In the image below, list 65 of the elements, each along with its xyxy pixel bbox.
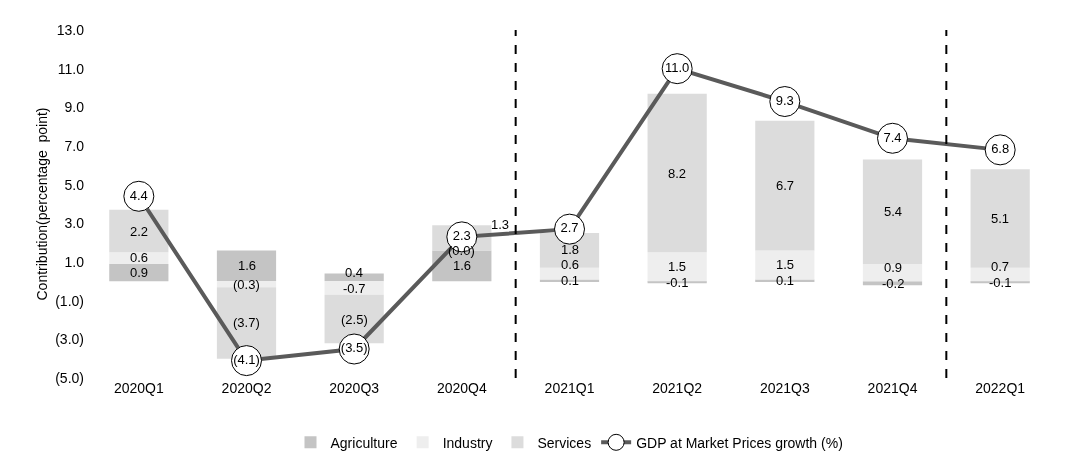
data-label: 2.7 [560,220,579,236]
y-tick-label: 7.0 [64,137,85,154]
data-label: 7.4 [883,129,902,145]
data-label: 6.7 [776,178,795,193]
x-tick-label: 2020Q3 [329,380,380,396]
x-tick-label: 2021Q3 [759,380,810,396]
data-label: 11.0 [665,59,690,75]
data-label: 1.3 [491,217,510,232]
data-label: -0.7 [343,281,366,296]
data-label: 1.8 [561,242,580,257]
y-axis-title: Contribution(percentage point) [34,107,50,301]
data-label: 2.3 [452,228,471,244]
data-label: 0.6 [561,257,580,272]
bar [109,252,169,264]
data-label: 2.2 [130,224,149,239]
y-tick-label: 5.0 [64,176,85,193]
x-tick-label: 2021Q2 [652,380,703,396]
y-tick-label: 9.0 [64,99,85,116]
data-label: -0.2 [882,276,905,291]
data-label: (4.1) [233,351,260,367]
data-label: (3.7) [233,315,260,330]
y-tick-label: 13.0 [56,21,85,38]
x-tick-label: 2020Q4 [436,380,487,396]
data-label: 5.1 [991,211,1010,226]
data-label: (3.5) [340,340,368,356]
legend-label: Services [537,434,592,451]
bar [755,120,815,251]
y-tick-label: (3.0) [55,331,84,348]
data-label: 0.9 [884,260,903,275]
data-label: 0.9 [130,265,149,280]
legend-label: Industry [442,434,493,451]
bar [216,250,277,282]
legend-label: Agriculture [330,434,398,451]
data-label: 0.7 [991,259,1010,274]
legend-label: GDP at Market Prices growth (%) [636,434,843,451]
x-tick-label: 2022Q1 [975,380,1026,396]
data-label: 6.8 [991,141,1010,157]
bar [647,93,707,253]
x-tick-label: 2020Q1 [113,380,164,396]
y-tick-label: 1.0 [64,253,85,270]
data-label: 8.2 [668,166,687,181]
data-label: 0.1 [776,273,795,288]
data-label: 9.3 [775,92,794,108]
x-tick-label: 2021Q4 [867,380,918,396]
y-tick-label: (5.0) [55,369,84,386]
data-label: -0.1 [989,275,1012,290]
x-tick-label: 2020Q2 [221,380,272,396]
data-label: (0.3) [233,277,260,292]
y-tick-label: 3.0 [64,215,85,232]
data-label: 1.6 [453,258,472,273]
bar [862,159,923,264]
data-label: 1.5 [776,257,795,272]
bar [324,281,384,295]
data-label: (2.5) [341,312,368,327]
data-label: 4.4 [129,187,148,203]
data-label: 1.5 [668,259,687,274]
data-label: 0.4 [345,265,364,280]
data-label: -0.1 [666,275,689,290]
y-tick-label: 11.0 [57,60,85,77]
data-label: 0.6 [130,250,149,265]
x-tick-label: 2021Q1 [544,380,595,396]
data-label: 1.6 [238,258,257,273]
y-tick-label: (1.0) [55,292,84,309]
data-label: 0.1 [561,273,580,288]
data-label: 5.4 [884,204,903,219]
